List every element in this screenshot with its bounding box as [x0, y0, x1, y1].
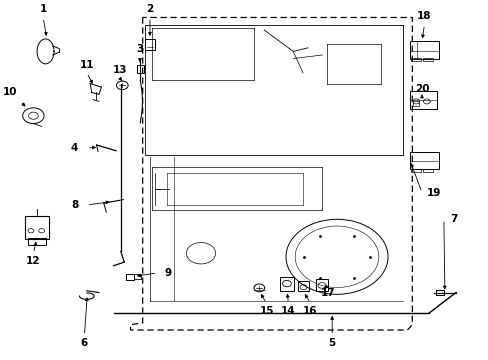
Text: 8: 8 [71, 200, 78, 210]
Text: 19: 19 [426, 188, 441, 198]
Text: 14: 14 [281, 306, 295, 316]
Bar [423, 58, 432, 62]
Bar [280, 277, 293, 291]
Text: 6: 6 [81, 338, 88, 348]
Bar [409, 41, 438, 59]
Text: 5: 5 [328, 338, 335, 348]
Text: 12: 12 [26, 256, 41, 266]
Bar [134, 274, 141, 279]
Text: 16: 16 [303, 306, 317, 316]
Text: 9: 9 [164, 268, 171, 278]
Text: 17: 17 [320, 288, 335, 298]
Text: 7: 7 [449, 214, 456, 224]
Text: 2: 2 [146, 4, 153, 14]
Bar [423, 168, 432, 172]
Bar [315, 279, 327, 292]
Bar [409, 91, 436, 109]
Bar [27, 238, 46, 245]
Bar [125, 274, 134, 280]
Text: 20: 20 [414, 84, 428, 94]
Text: 4: 4 [71, 143, 78, 153]
Bar [137, 65, 143, 73]
Bar [409, 152, 438, 169]
Bar [410, 58, 420, 62]
Text: 3: 3 [136, 44, 143, 54]
Text: 15: 15 [259, 306, 273, 316]
Text: 11: 11 [80, 60, 94, 70]
Bar [145, 39, 155, 50]
Text: 18: 18 [416, 11, 431, 21]
Text: 1: 1 [40, 4, 47, 14]
Bar [410, 168, 420, 172]
Bar [24, 216, 49, 239]
Bar [435, 290, 444, 295]
Bar [298, 281, 308, 292]
Text: 13: 13 [112, 65, 127, 75]
Text: 10: 10 [3, 87, 18, 98]
Bar [412, 101, 418, 106]
